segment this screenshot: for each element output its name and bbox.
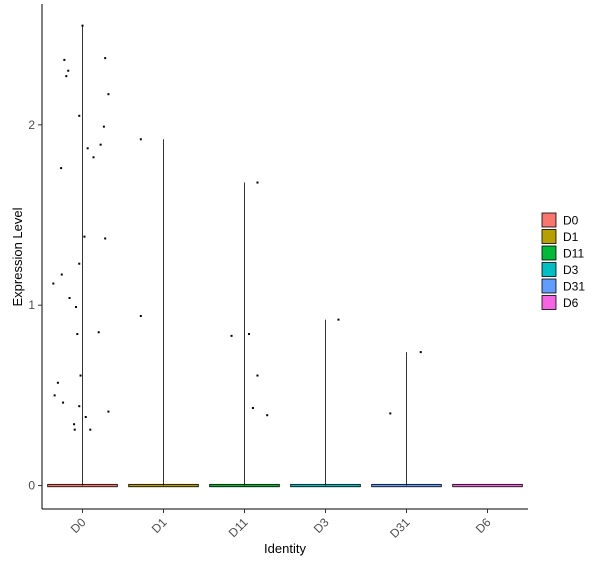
data-point bbox=[65, 75, 68, 78]
legend-swatch-D3 bbox=[541, 262, 557, 277]
data-point bbox=[266, 414, 269, 417]
x-tick-label-D11: D11 bbox=[226, 515, 251, 540]
points-D11 bbox=[230, 181, 269, 417]
data-point bbox=[73, 428, 76, 431]
data-point bbox=[419, 351, 422, 354]
legend-label-D3: D3 bbox=[563, 263, 579, 277]
data-point bbox=[68, 296, 71, 299]
points-D1 bbox=[139, 138, 142, 318]
legend-swatch-D6 bbox=[541, 295, 557, 310]
legend: D0 D1 D11 D3 D31 D6 bbox=[541, 212, 585, 310]
data-point bbox=[56, 381, 59, 384]
data-point bbox=[83, 235, 86, 238]
x-tick-label-D6: D6 bbox=[473, 515, 494, 536]
violin-D11 bbox=[209, 182, 280, 488]
data-point bbox=[78, 405, 81, 408]
data-point bbox=[86, 147, 89, 150]
x-tick-label-D3: D3 bbox=[311, 515, 332, 536]
legend-swatch-D1 bbox=[541, 229, 557, 244]
data-point bbox=[99, 143, 102, 146]
data-point bbox=[104, 57, 107, 60]
x-ticks: D0 D1 D11 D3 D31 D6 bbox=[68, 509, 494, 541]
y-tick-label: 0 bbox=[28, 479, 35, 493]
x-axis-title: Identity bbox=[264, 541, 306, 556]
data-point bbox=[67, 69, 70, 72]
data-point bbox=[76, 333, 79, 336]
y-tick-label: 1 bbox=[28, 298, 35, 312]
legend-swatch-D0 bbox=[541, 212, 557, 228]
legend-label-D31: D31 bbox=[563, 280, 585, 294]
violin-D0 bbox=[47, 25, 118, 488]
data-point bbox=[81, 24, 84, 27]
y-ticks: 0 1 2 bbox=[28, 118, 42, 493]
data-point bbox=[337, 318, 340, 321]
points-D0 bbox=[52, 24, 110, 431]
data-point bbox=[84, 416, 87, 419]
legend-label-D1: D1 bbox=[563, 230, 579, 244]
legend-label-D6: D6 bbox=[563, 296, 579, 310]
y-axis-title: Expression Level bbox=[10, 207, 25, 306]
data-point bbox=[79, 374, 82, 377]
data-point bbox=[53, 394, 56, 397]
data-point bbox=[230, 334, 233, 337]
data-point bbox=[389, 412, 392, 415]
violin-D1 bbox=[128, 139, 199, 488]
y-tick-label: 2 bbox=[28, 118, 35, 132]
data-point bbox=[60, 273, 63, 276]
violin-D6 bbox=[452, 483, 523, 488]
data-point bbox=[89, 428, 92, 431]
legend-label-D11: D11 bbox=[563, 247, 584, 261]
plot-area bbox=[47, 24, 523, 488]
points-D31 bbox=[389, 351, 422, 415]
violin-D3 bbox=[290, 319, 361, 488]
data-point bbox=[78, 114, 81, 117]
data-point bbox=[256, 374, 259, 377]
x-tick-label-D1: D1 bbox=[149, 515, 170, 536]
x-tick-label-D31: D31 bbox=[387, 515, 413, 541]
data-point bbox=[52, 282, 55, 285]
data-point bbox=[139, 138, 142, 141]
data-point bbox=[62, 401, 65, 404]
data-point bbox=[248, 333, 251, 336]
data-point bbox=[97, 331, 100, 334]
data-point bbox=[102, 125, 105, 128]
data-point bbox=[63, 58, 66, 61]
data-point bbox=[107, 410, 110, 413]
violin-base-D6 bbox=[452, 483, 523, 488]
data-point bbox=[60, 167, 63, 170]
data-point bbox=[139, 315, 142, 318]
legend-label-D0: D0 bbox=[563, 214, 579, 228]
data-point bbox=[104, 237, 107, 240]
violin-D31 bbox=[371, 352, 442, 488]
data-point bbox=[256, 181, 259, 184]
points-D3 bbox=[337, 318, 340, 321]
x-tick-label-D0: D0 bbox=[68, 515, 89, 536]
data-point bbox=[75, 306, 78, 308]
data-point bbox=[78, 262, 81, 265]
legend-swatch-D31 bbox=[541, 278, 557, 294]
legend-swatch-D11 bbox=[541, 245, 557, 261]
data-point bbox=[107, 93, 110, 96]
data-point bbox=[73, 423, 76, 426]
data-point bbox=[92, 156, 95, 159]
data-point bbox=[251, 407, 254, 409]
